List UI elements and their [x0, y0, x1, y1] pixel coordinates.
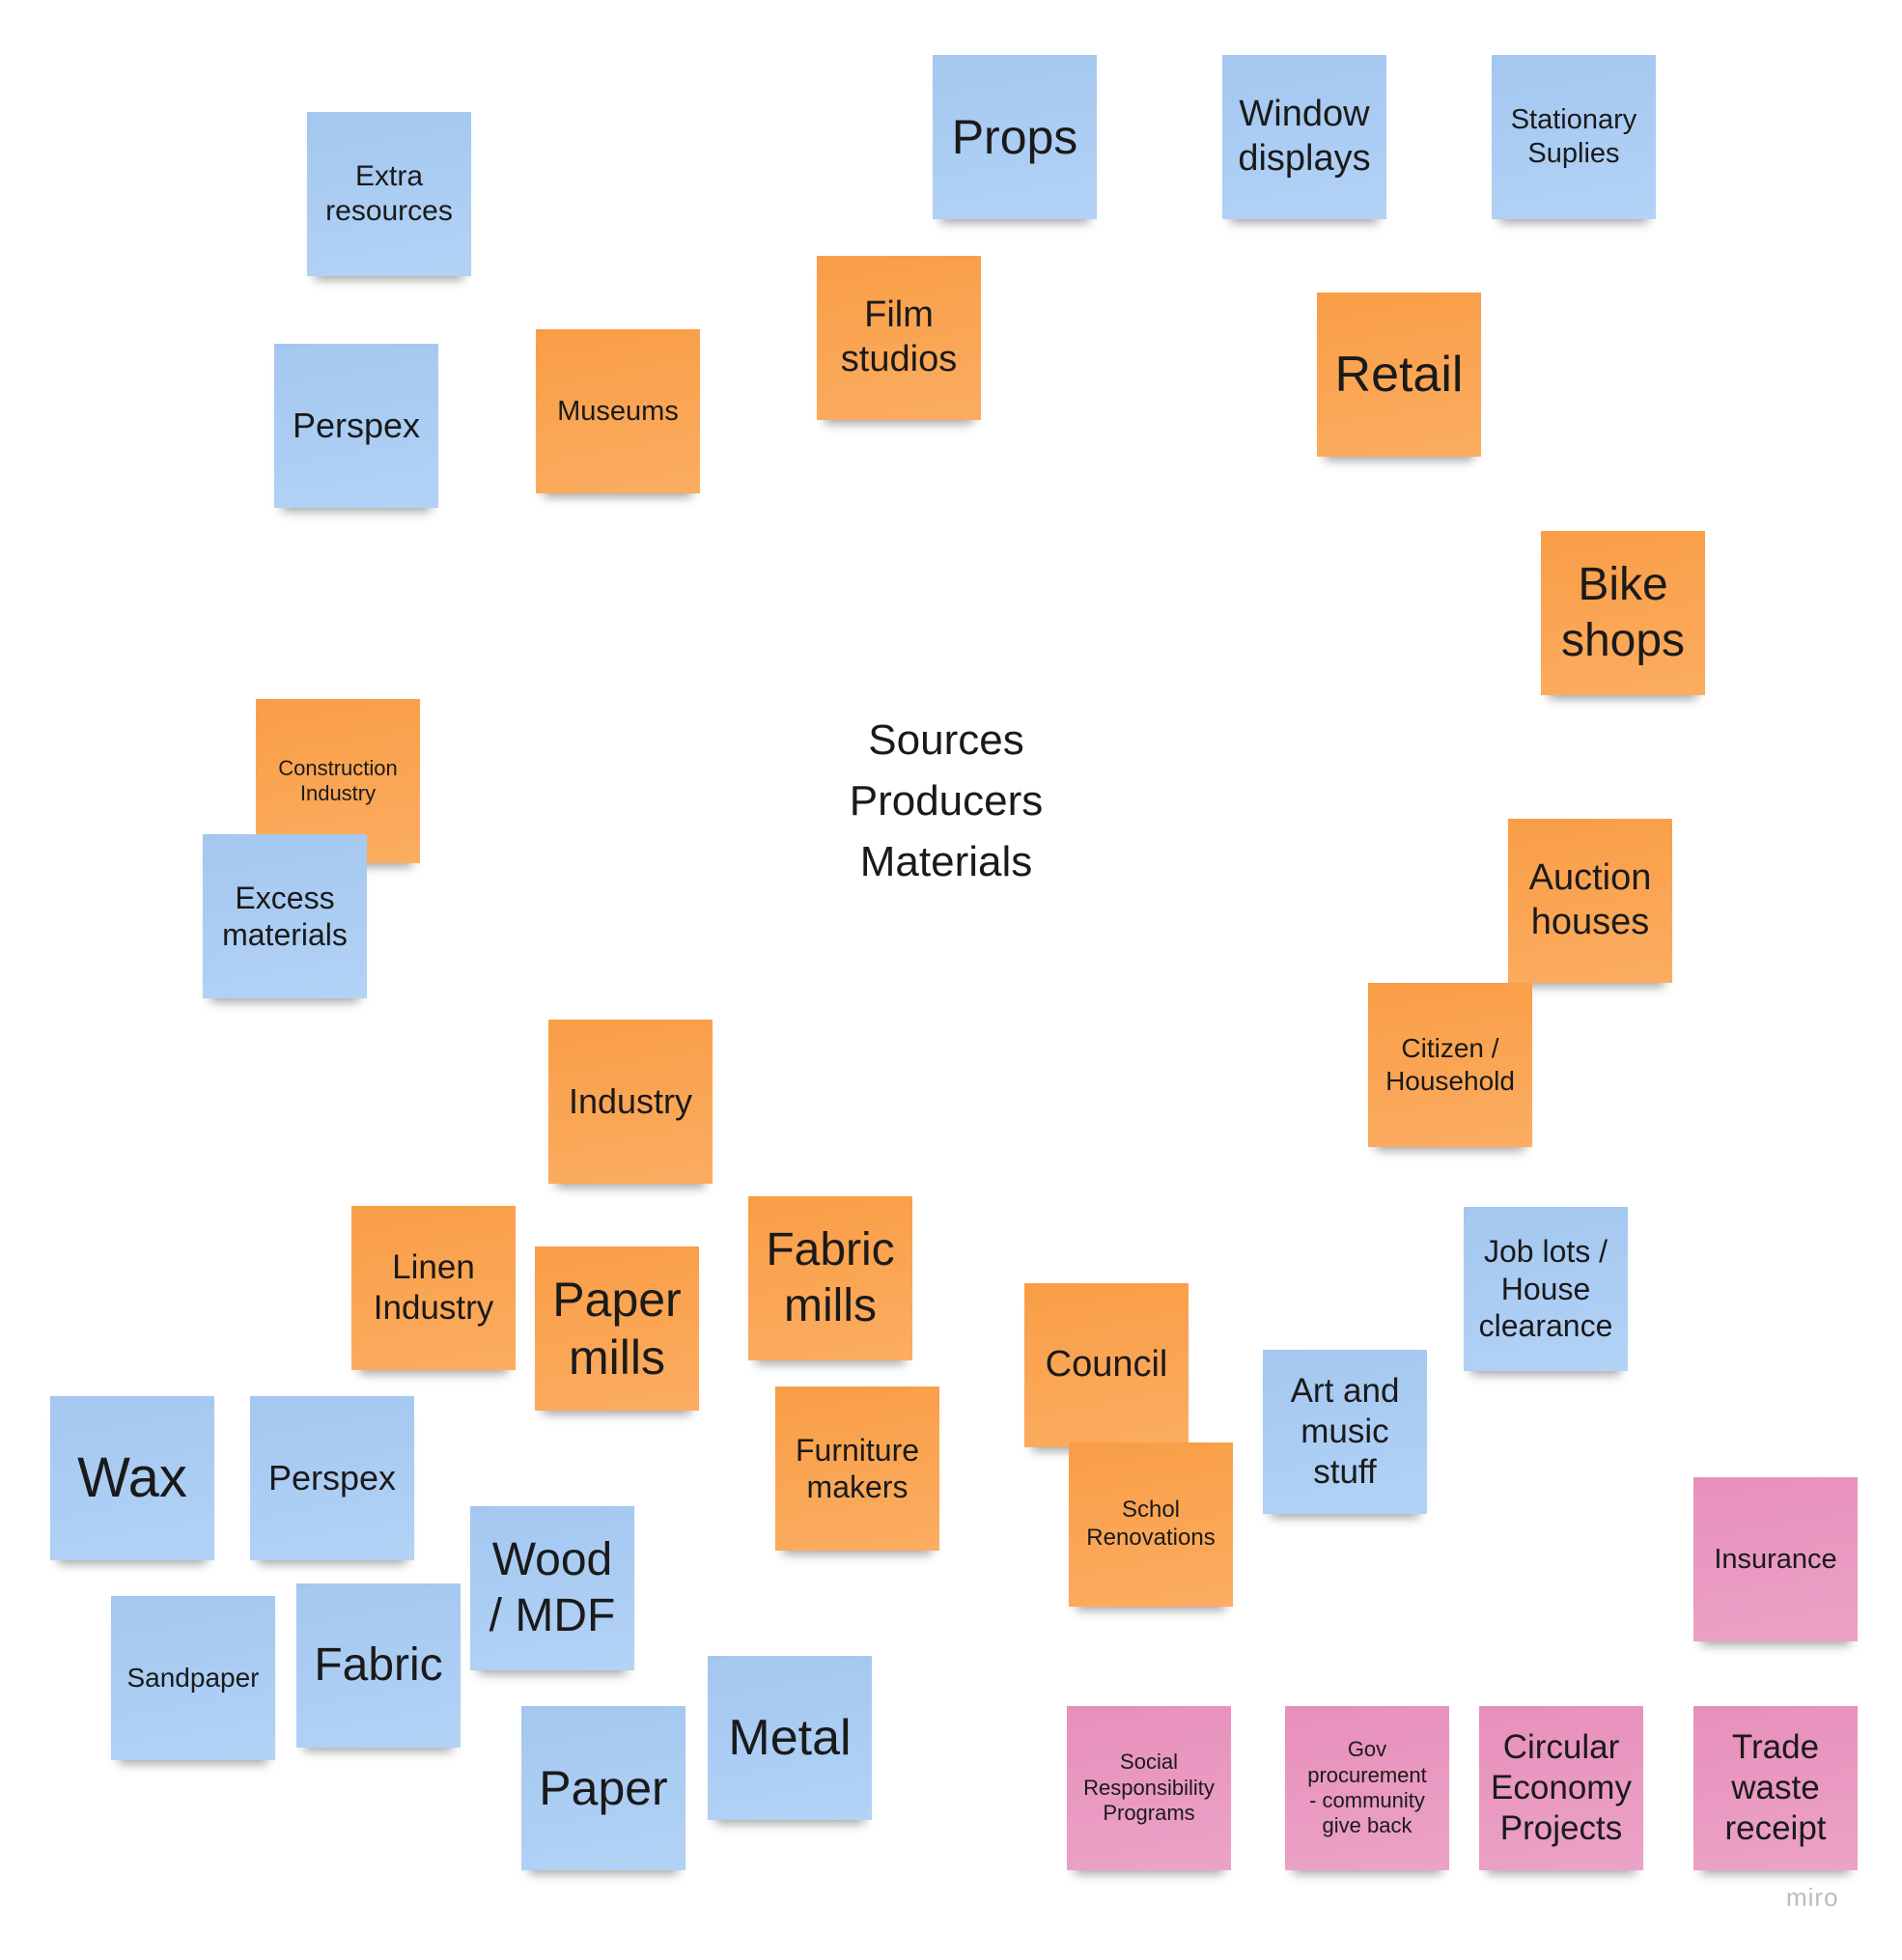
sticky-note-fabric-mills[interactable]: Fabric mills: [748, 1196, 912, 1360]
sticky-note-circular-economy-projects[interactable]: Circular Economy Projects: [1479, 1706, 1643, 1870]
sticky-note-props[interactable]: Props: [933, 55, 1097, 219]
sticky-note-social-responsibility-programs[interactable]: Social Responsibility Programs: [1067, 1706, 1231, 1870]
sticky-note-furniture-makers[interactable]: Furniture makers: [775, 1386, 939, 1551]
sticky-note-retail[interactable]: Retail: [1317, 293, 1481, 457]
sticky-note-wax[interactable]: Wax: [50, 1396, 214, 1560]
sticky-note-museums[interactable]: Museums: [536, 329, 700, 493]
sticky-note-wood-mdf[interactable]: Wood / MDF: [470, 1506, 634, 1670]
center-title: Sources Producers Materials: [753, 711, 1139, 893]
sticky-note-perspex[interactable]: Perspex: [274, 344, 438, 508]
sticky-note-trade-waste-receipt[interactable]: Trade waste receipt: [1693, 1706, 1858, 1870]
sticky-note-auction-houses[interactable]: Auction houses: [1508, 819, 1672, 983]
miro-watermark: miro: [1786, 1883, 1839, 1912]
sticky-note-council[interactable]: Council: [1024, 1283, 1189, 1447]
center-label-sources: Sources: [868, 716, 1024, 764]
sticky-note-citizen-household[interactable]: Citizen / Household: [1368, 983, 1532, 1147]
sticky-note-stationary-suplies[interactable]: Stationary Suplies: [1492, 55, 1656, 219]
center-label-producers: Producers: [849, 776, 1044, 825]
sticky-note-window-displays[interactable]: Window displays: [1222, 55, 1386, 219]
sticky-note-fabric[interactable]: Fabric: [296, 1583, 461, 1748]
sticky-note-bike-shops[interactable]: Bike shops: [1541, 531, 1705, 695]
sticky-note-extra-resources[interactable]: Extra resources: [307, 112, 471, 276]
sticky-note-insurance[interactable]: Insurance: [1693, 1477, 1858, 1641]
sticky-note-linen-industry[interactable]: Linen Industry: [351, 1206, 516, 1370]
center-label-materials: Materials: [859, 837, 1033, 885]
sticky-note-job-lots-house-clearance[interactable]: Job lots / House clearance: [1464, 1207, 1628, 1371]
sticky-note-art-and-music-stuff[interactable]: Art and music stuff: [1263, 1350, 1427, 1514]
sticky-note-gov-procurement[interactable]: Gov procurement - community give back: [1285, 1706, 1449, 1870]
sticky-note-perspex-bottom[interactable]: Perspex: [250, 1396, 414, 1560]
sticky-note-sandpaper[interactable]: Sandpaper: [111, 1596, 275, 1760]
sticky-note-excess-materials[interactable]: Excess materials: [203, 834, 367, 998]
sticky-note-paper[interactable]: Paper: [521, 1706, 685, 1870]
sticky-note-industry[interactable]: Industry: [548, 1020, 713, 1184]
sticky-note-schol-renovations[interactable]: Schol Renovations: [1069, 1442, 1233, 1607]
sticky-note-paper-mills[interactable]: Paper mills: [535, 1246, 699, 1411]
sticky-note-metal[interactable]: Metal: [708, 1656, 872, 1820]
sticky-note-film-studios[interactable]: Film studios: [817, 256, 981, 420]
